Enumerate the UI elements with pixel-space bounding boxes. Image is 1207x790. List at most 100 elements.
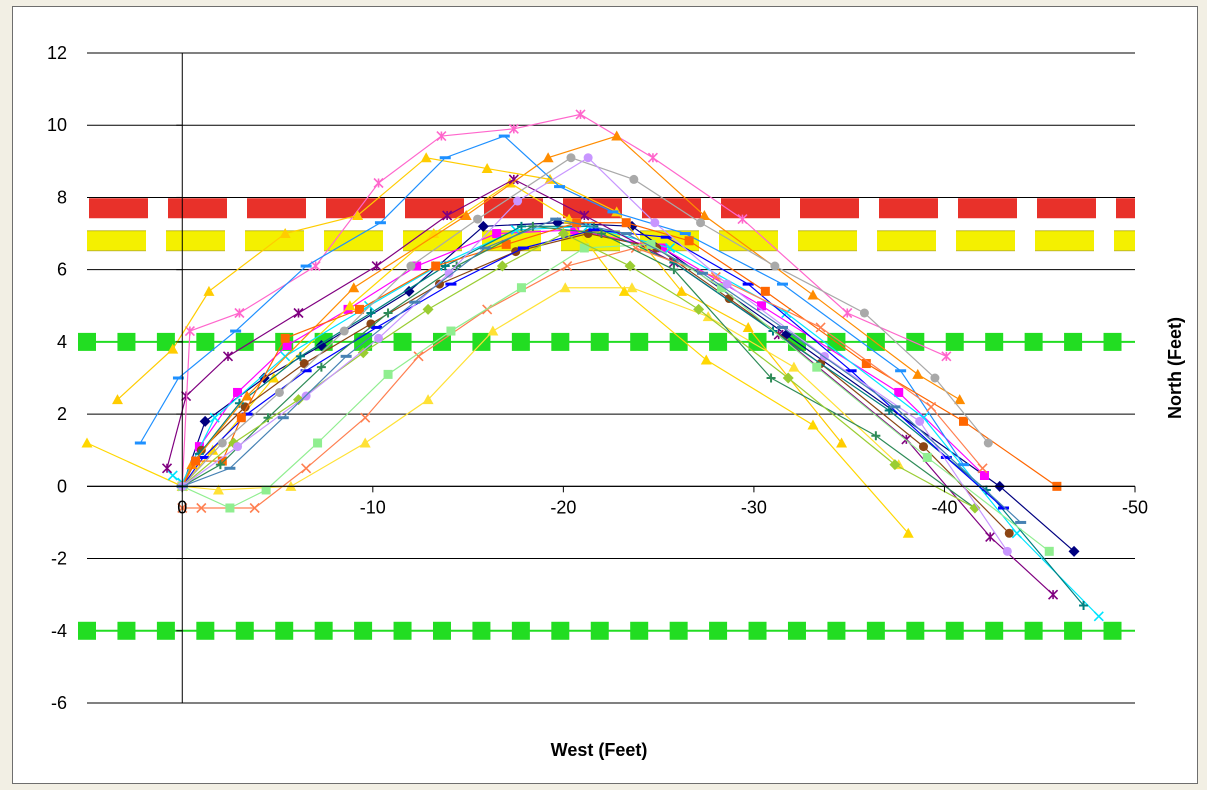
data-point <box>566 153 576 163</box>
data-point <box>293 307 304 319</box>
reference-marker <box>669 332 688 351</box>
data-point <box>954 394 966 405</box>
data-point <box>842 307 853 319</box>
data-point <box>172 376 184 380</box>
data-point <box>742 321 754 332</box>
reference-marker <box>787 621 806 640</box>
data-point <box>918 442 928 452</box>
data-point <box>134 441 146 445</box>
reference-marker <box>235 332 254 351</box>
series-line <box>181 156 1008 552</box>
data-point <box>889 405 901 409</box>
data-point <box>676 285 688 296</box>
data-point <box>301 463 312 474</box>
data-point <box>1068 545 1080 557</box>
reference-marker <box>1064 332 1083 351</box>
data-point <box>428 228 440 239</box>
data-point <box>696 218 706 228</box>
data-point <box>998 506 1010 510</box>
data-point <box>782 372 794 384</box>
data-point <box>446 326 456 336</box>
y-tick-label: 12 <box>47 43 67 63</box>
data-point <box>513 196 523 206</box>
data-point <box>757 301 767 311</box>
data-point <box>620 232 632 236</box>
data-point <box>554 185 566 189</box>
series-12 <box>134 134 970 467</box>
reference-marker <box>393 621 412 640</box>
data-point <box>383 308 393 318</box>
data-point <box>374 333 384 343</box>
data-point <box>357 347 369 359</box>
reference-marker <box>551 332 570 351</box>
reference-marker <box>472 332 491 351</box>
reference-marker <box>78 332 96 351</box>
series-7 <box>177 221 1089 610</box>
data-point <box>366 308 376 318</box>
reference-marker <box>748 621 767 640</box>
data-point <box>572 218 582 228</box>
data-point <box>788 361 800 372</box>
data-point <box>207 444 219 455</box>
reference-marker <box>590 621 609 640</box>
data-point <box>196 502 207 514</box>
data-point <box>313 438 323 448</box>
data-point <box>371 260 382 272</box>
reference-marker <box>1064 621 1083 640</box>
data-point <box>406 261 416 271</box>
data-point <box>420 152 432 163</box>
data-point <box>983 438 993 448</box>
data-point <box>496 260 508 272</box>
data-point <box>940 455 952 459</box>
data-point <box>184 325 195 337</box>
data-point <box>557 228 569 240</box>
data-point <box>224 466 236 470</box>
reference-marker <box>235 621 254 640</box>
series-10 <box>176 130 966 491</box>
data-point <box>354 304 364 314</box>
data-point <box>352 210 364 220</box>
series-line <box>181 229 985 487</box>
data-point <box>959 416 969 426</box>
data-point <box>217 438 227 448</box>
data-point <box>647 152 658 163</box>
data-point <box>111 394 123 405</box>
data-point <box>624 260 636 272</box>
data-point <box>570 225 580 235</box>
data-point <box>607 210 619 214</box>
data-point <box>737 214 748 225</box>
data-point <box>445 282 457 286</box>
x-axis-title: West (Feet) <box>551 740 648 760</box>
data-point <box>1015 520 1027 524</box>
y-tick-label: 0 <box>57 476 67 496</box>
data-point <box>889 459 901 471</box>
data-point <box>516 221 526 231</box>
data-point <box>941 351 952 362</box>
data-point <box>508 123 519 134</box>
data-point <box>316 362 326 372</box>
data-point <box>922 452 932 462</box>
data-point <box>859 308 869 318</box>
series-11 <box>111 152 848 448</box>
series-8 <box>176 228 1010 510</box>
y-tick-label: 10 <box>47 115 67 135</box>
series-line <box>117 157 843 444</box>
data-point <box>693 303 705 315</box>
data-point <box>501 239 511 249</box>
data-point <box>498 134 510 138</box>
data-point <box>444 268 454 278</box>
data-point <box>431 261 441 271</box>
data-point <box>359 437 371 448</box>
x-tick-label: -30 <box>741 497 767 517</box>
data-point <box>348 282 360 293</box>
reference-marker <box>669 621 688 640</box>
data-point <box>700 354 712 365</box>
data-point <box>1079 601 1089 610</box>
data-point <box>300 264 312 268</box>
series-6 <box>177 229 1014 538</box>
reference-marker <box>472 621 491 640</box>
series-line <box>182 218 1022 523</box>
data-point <box>422 394 434 405</box>
data-point <box>383 369 393 379</box>
data-point <box>374 221 386 225</box>
